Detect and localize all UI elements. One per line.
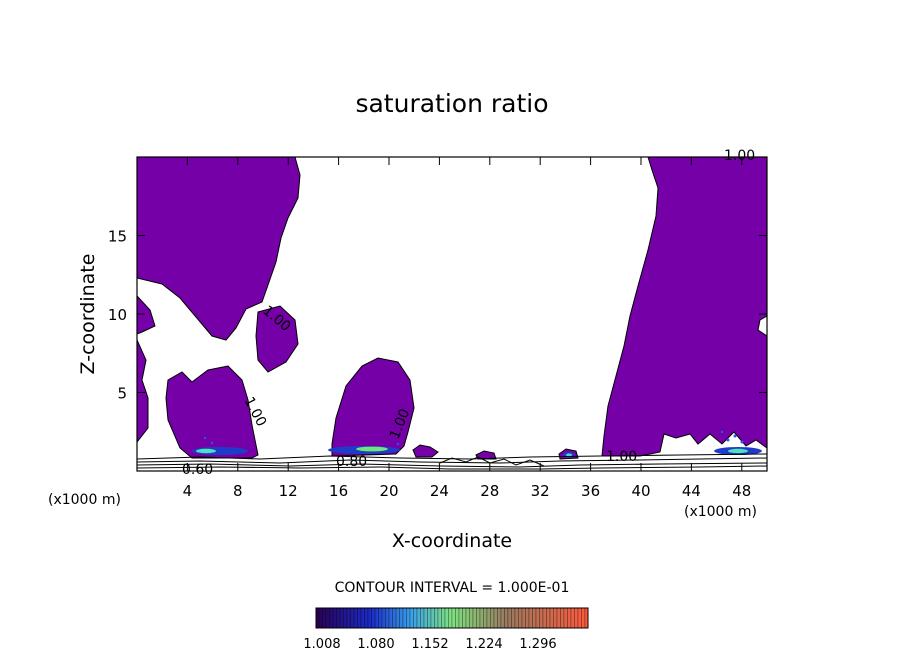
x-tick-label: 28	[480, 482, 499, 500]
x-tick-label: 16	[329, 482, 348, 500]
x-axis: 4 8 12 16 20 24 28 32 36 40 44 48	[183, 157, 751, 500]
x-tick-label: 44	[682, 482, 701, 500]
y-tick-label: 15	[108, 228, 127, 246]
colorbar-tick-label: 1.152	[411, 637, 448, 652]
chart-title: saturation ratio	[355, 89, 548, 118]
x-unit-left: (x1000 m)	[48, 492, 121, 508]
contour-label: 0.80	[336, 454, 367, 470]
x-tick-label: 8	[233, 482, 243, 500]
x-tick-label: 12	[279, 482, 298, 500]
x-axis-label: X-coordinate	[392, 530, 512, 552]
surface-contour-lines	[136, 453, 768, 470]
supersaturated-regions	[136, 156, 768, 460]
x-tick-label: 48	[732, 482, 751, 500]
x-tick-label: 32	[531, 482, 550, 500]
region-left-plume	[165, 365, 259, 459]
region-center-plume	[331, 357, 415, 457]
y-tick-label: 5	[117, 385, 127, 403]
speckle	[733, 434, 737, 438]
contour-label: 1.00	[724, 148, 755, 164]
y-tick-label: 10	[108, 306, 127, 324]
x-tick-label: 36	[581, 482, 600, 500]
colorbar-tick-label: 1.296	[519, 637, 556, 652]
maximum-core-left	[196, 448, 216, 454]
x-tick-label: 20	[379, 482, 398, 500]
contour-interval-label: CONTOUR INTERVAL = 1.000E-01	[335, 580, 570, 596]
region-small-blob-1	[412, 444, 439, 458]
region-right-tower	[601, 156, 768, 457]
colorbar-tick-label: 1.224	[465, 637, 502, 652]
maximum-core-center-2	[566, 453, 572, 457]
speckle	[396, 442, 400, 446]
speckle	[740, 440, 744, 444]
maximum-core-right	[728, 448, 748, 454]
x-tick-label: 4	[183, 482, 193, 500]
contour-label: 0.60	[182, 462, 213, 478]
x-unit-right: (x1000 m)	[684, 504, 757, 520]
region-left-edge	[136, 294, 156, 335]
colorbar-stripes	[316, 608, 588, 628]
speckle	[203, 436, 207, 440]
region-left-lower-edge	[136, 339, 149, 444]
colorbar-tick-label: 1.008	[303, 637, 340, 652]
colorbar-ticks: 1.008 1.080 1.152 1.224 1.296	[303, 637, 556, 652]
speckle	[726, 438, 730, 442]
speckle	[720, 430, 724, 434]
speckle	[210, 441, 214, 445]
y-axis-label: Z-coordinate	[77, 254, 99, 375]
contour-line	[136, 462, 768, 468]
supersaturation-maxima	[192, 430, 762, 458]
x-tick-label: 40	[631, 482, 650, 500]
y-axis: 5 10 15	[108, 228, 767, 403]
region-top-left	[136, 156, 301, 341]
contour-label: 1.00	[606, 449, 637, 465]
contour-line	[136, 457, 768, 464]
contour-line	[136, 453, 768, 460]
x-tick-label: 24	[430, 482, 449, 500]
maximum-core-center	[356, 446, 388, 452]
region-mid-tower	[255, 305, 299, 373]
colorbar-tick-label: 1.080	[357, 637, 394, 652]
contour-line	[136, 465, 768, 470]
